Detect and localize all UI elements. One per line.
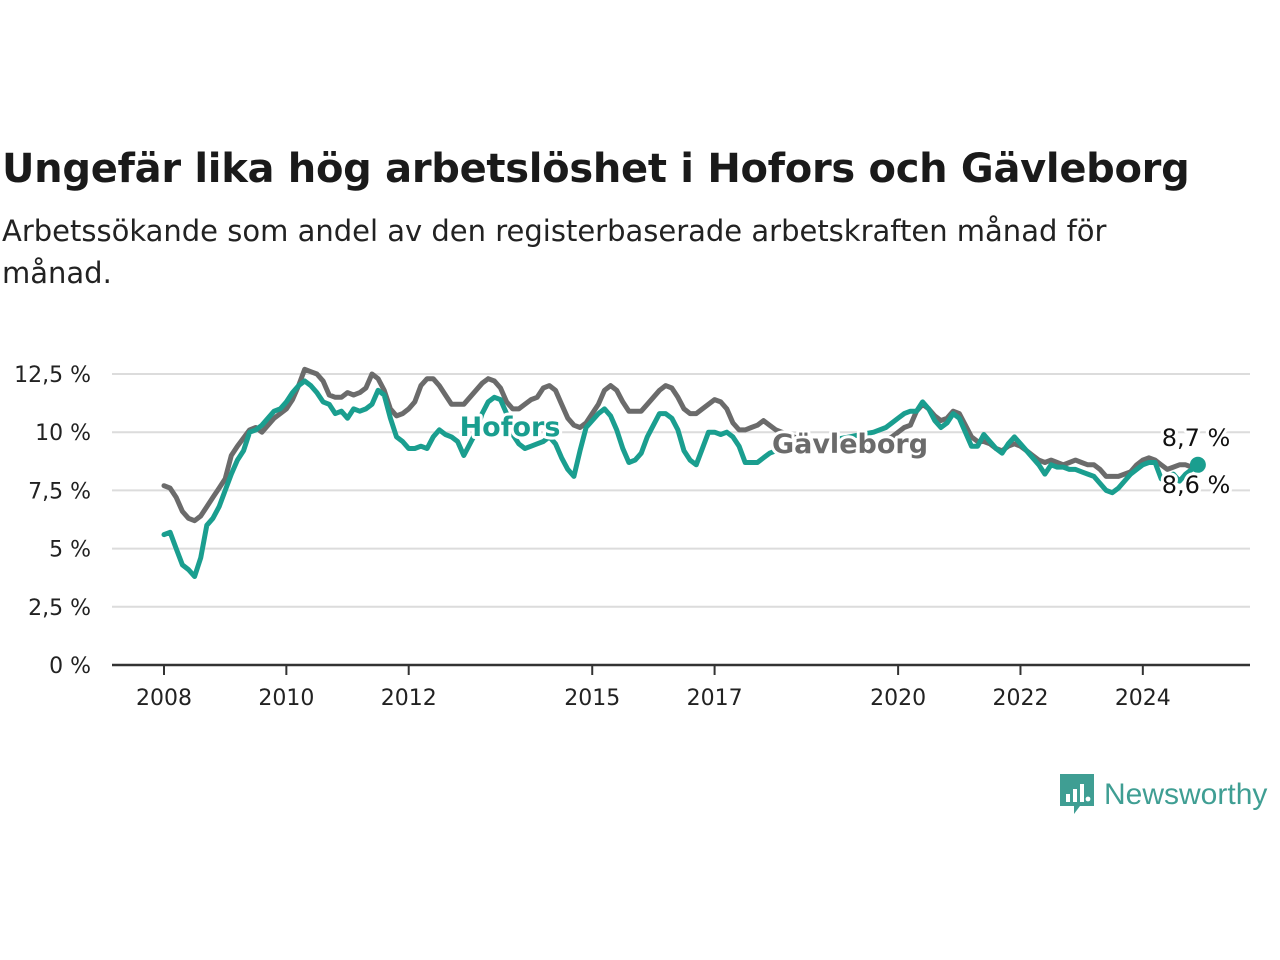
newsworthy-logo: Newsworthy <box>1058 772 1267 818</box>
y-axis-tick-labels: 0 % 2,5 % 5 % 7,5 % 10 % 12,5 % <box>14 363 91 679</box>
series-label-hofors: Hofors <box>460 412 561 443</box>
y-tick-label: 10 % <box>35 421 91 446</box>
x-tick-label: 2017 <box>687 686 743 711</box>
x-tick-label: 2015 <box>564 686 620 711</box>
x-tick-label: 2022 <box>992 686 1048 711</box>
y-tick-label: 7,5 % <box>28 479 91 504</box>
x-tick-label: 2010 <box>258 686 314 711</box>
newsworthy-logo-icon <box>1060 774 1094 814</box>
y-tick-label: 0 % <box>49 654 91 679</box>
y-tick-label: 2,5 % <box>28 596 91 621</box>
series-label-gavleborg: Gävleborg <box>772 429 928 460</box>
brand-name: Newsworthy <box>1104 778 1268 811</box>
x-tick-label: 2012 <box>381 686 437 711</box>
x-tick-label: 2024 <box>1115 686 1171 711</box>
x-tick-label: 2008 <box>136 686 192 711</box>
series-lines <box>161 366 1201 579</box>
x-tick-label: 2020 <box>870 686 926 711</box>
y-tick-label: 5 % <box>49 538 91 563</box>
chart-subtitle: Arbetssökande som andel av den registerb… <box>2 214 1107 290</box>
series-labels: 8,7 % 8,6 % Hofors Gävleborg <box>457 409 1234 502</box>
end-value-label-hofors: 8,6 % <box>1162 471 1231 499</box>
x-axis: 2008 2010 2012 2015 2017 2020 2022 2024 <box>112 663 1250 711</box>
series-line-hofors <box>161 378 1201 579</box>
y-tick-label: 12,5 % <box>14 363 91 388</box>
page-title: Ungefär lika hög arbetslöshet i Hofors o… <box>2 146 1190 192</box>
end-point-marker <box>1189 456 1206 473</box>
end-value-label-gavleborg: 8,7 % <box>1162 424 1231 452</box>
